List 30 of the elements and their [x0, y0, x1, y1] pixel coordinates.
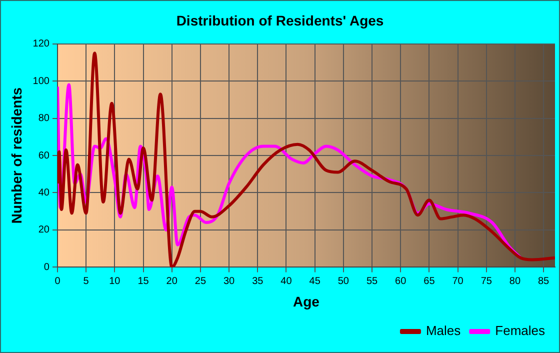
- x-tick-label: 40: [280, 276, 292, 287]
- x-tick-label: 70: [452, 276, 464, 287]
- x-tick-label: 50: [338, 276, 350, 287]
- x-axis-title: Age: [293, 293, 320, 310]
- y-tick-label: 100: [32, 76, 50, 87]
- x-tick-label: 75: [480, 276, 492, 287]
- y-tick-label: 60: [38, 150, 50, 162]
- x-tick-label: 30: [223, 276, 236, 287]
- x-tick-label: 25: [194, 276, 206, 287]
- x-tick-label: 85: [538, 276, 550, 287]
- x-tick-label: 15: [138, 276, 150, 287]
- x-tick-label: 35: [252, 276, 264, 287]
- x-tick-label: 10: [109, 276, 121, 287]
- x-tick-label: 5: [83, 276, 90, 287]
- x-tick-label: 80: [509, 276, 521, 287]
- x-tick-label: 65: [424, 276, 436, 287]
- y-tick-label: 120: [32, 38, 50, 50]
- y-tick-label: 80: [38, 113, 50, 124]
- legend-label: Males: [426, 323, 462, 338]
- x-tick-label: 60: [395, 276, 407, 287]
- x-tick-label: 45: [309, 276, 321, 287]
- x-tick-label: 55: [366, 276, 378, 287]
- y-axis-title: Number of residents: [8, 87, 24, 224]
- y-tick-label: 40: [38, 187, 50, 198]
- x-tick-label: 20: [166, 276, 178, 287]
- chart-title: Distribution of Residents' Ages: [176, 12, 384, 28]
- x-tick-label: 0: [54, 276, 61, 287]
- y-tick-label: 0: [44, 262, 50, 273]
- legend-label: Females: [495, 323, 546, 338]
- y-tick-label: 20: [38, 224, 50, 236]
